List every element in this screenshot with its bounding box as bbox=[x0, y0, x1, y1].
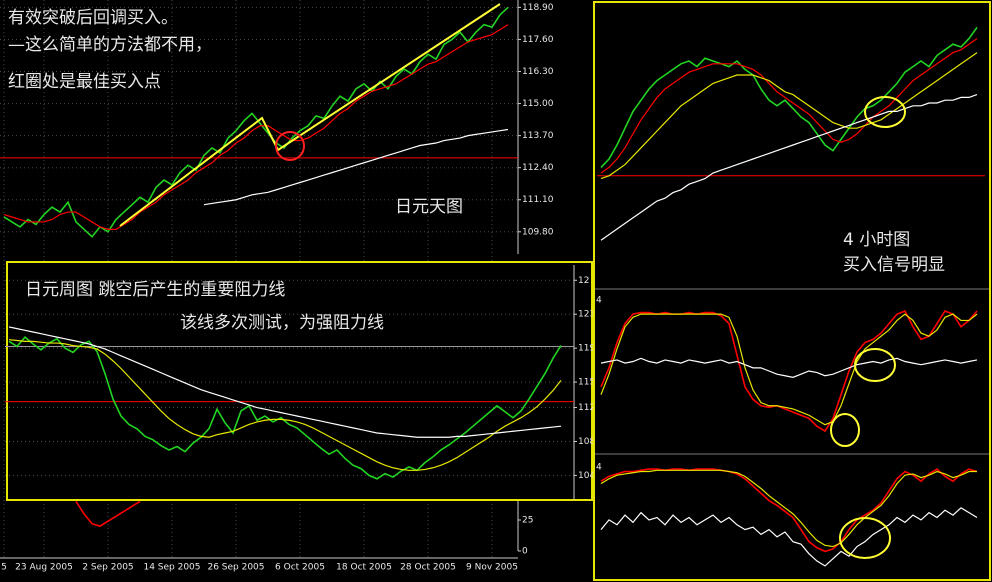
annotation: 4 bbox=[596, 463, 602, 473]
price-line bbox=[8, 326, 562, 438]
y-tick-label: 116.30 bbox=[522, 67, 554, 77]
panel-frame bbox=[6, 261, 593, 501]
chart-panel: 4 bbox=[595, 288, 989, 447]
price-line bbox=[600, 507, 978, 567]
annotation: 4 小时图 bbox=[843, 230, 910, 250]
x-tick-label: 28 Oct 2005 bbox=[400, 563, 456, 573]
highlight-circle bbox=[839, 517, 891, 559]
y-tick-label: 115.00 bbox=[522, 99, 554, 109]
trend-line bbox=[119, 3, 501, 227]
price-line bbox=[75, 500, 141, 528]
x-tick-label: 18 Oct 2005 bbox=[336, 563, 392, 573]
panel-frame bbox=[593, 1, 991, 581]
y-tick-label: 119 bbox=[578, 344, 595, 354]
price-line bbox=[203, 128, 509, 206]
annotation: 该线多次测试，为强阻力线 bbox=[180, 313, 384, 333]
price-line bbox=[600, 26, 978, 168]
y-tick-label: 25 bbox=[522, 516, 533, 526]
chart-panel: 12 123 119 115 112 108 104 日元周图 跳空后产生的重要阻力线该线多次… bbox=[5, 261, 595, 501]
price-line bbox=[600, 357, 978, 378]
y-tick-label: 118.90 bbox=[522, 3, 554, 13]
annotation: 日元周图 跳空后产生的重要阻力线 bbox=[25, 280, 285, 300]
chart-panel: 118.90 117.60 116.30 115.00 113.70 112.40 111.… bbox=[0, 0, 554, 573]
annotation: 买入信号明显 bbox=[843, 255, 945, 275]
x-tick-label: 14 Sep 2005 bbox=[143, 563, 200, 573]
highlight-circle bbox=[275, 131, 305, 161]
y-tick-label: 0 bbox=[522, 547, 528, 557]
price-line bbox=[3, 6, 509, 238]
y-tick-label: 113.70 bbox=[522, 131, 554, 141]
price-line bbox=[3, 24, 509, 230]
y-tick-label: 112.40 bbox=[522, 163, 554, 173]
annotation: 有效突破后回调买入。 bbox=[8, 8, 178, 28]
y-tick-label: 117.60 bbox=[522, 35, 554, 45]
x-tick-label: 23 Aug 2005 bbox=[15, 563, 73, 573]
x-tick-label: 6 Oct 2005 bbox=[275, 563, 325, 573]
price-line bbox=[600, 52, 978, 180]
price-line bbox=[600, 309, 978, 433]
price-line bbox=[8, 335, 562, 480]
price-line bbox=[600, 313, 978, 426]
y-tick-label: 123 bbox=[578, 310, 595, 320]
y-tick-label: 12 bbox=[578, 276, 589, 286]
price-line bbox=[600, 469, 977, 548]
price-line bbox=[8, 339, 562, 471]
chart-panel: 4 bbox=[595, 453, 989, 567]
annotation: 4 bbox=[596, 296, 602, 306]
x-tick-label: 2 Sep 2005 bbox=[82, 563, 133, 573]
annotation: 日元天图 bbox=[395, 197, 463, 217]
y-tick-label: 109.80 bbox=[522, 227, 554, 237]
highlight-circle bbox=[830, 413, 860, 447]
annotation: —这么简单的方法都不用， bbox=[8, 35, 212, 55]
price-line bbox=[600, 94, 978, 241]
annotation: 红圈处是最佳买入点 bbox=[8, 72, 161, 92]
x-tick-label: 26 Sep 2005 bbox=[207, 563, 264, 573]
y-tick-label: 112 bbox=[578, 403, 595, 413]
highlight-circle bbox=[864, 96, 906, 128]
y-tick-label: 104 bbox=[578, 471, 595, 481]
highlight-circle bbox=[854, 348, 896, 382]
x-tick-label: 9 Nov 2005 bbox=[466, 563, 518, 573]
price-line bbox=[600, 38, 978, 174]
y-tick-label: 111.10 bbox=[522, 195, 554, 205]
x-tick-label: 5 bbox=[1, 563, 7, 573]
y-tick-label: 115 bbox=[578, 378, 595, 388]
y-tick-label: 108 bbox=[578, 437, 595, 447]
